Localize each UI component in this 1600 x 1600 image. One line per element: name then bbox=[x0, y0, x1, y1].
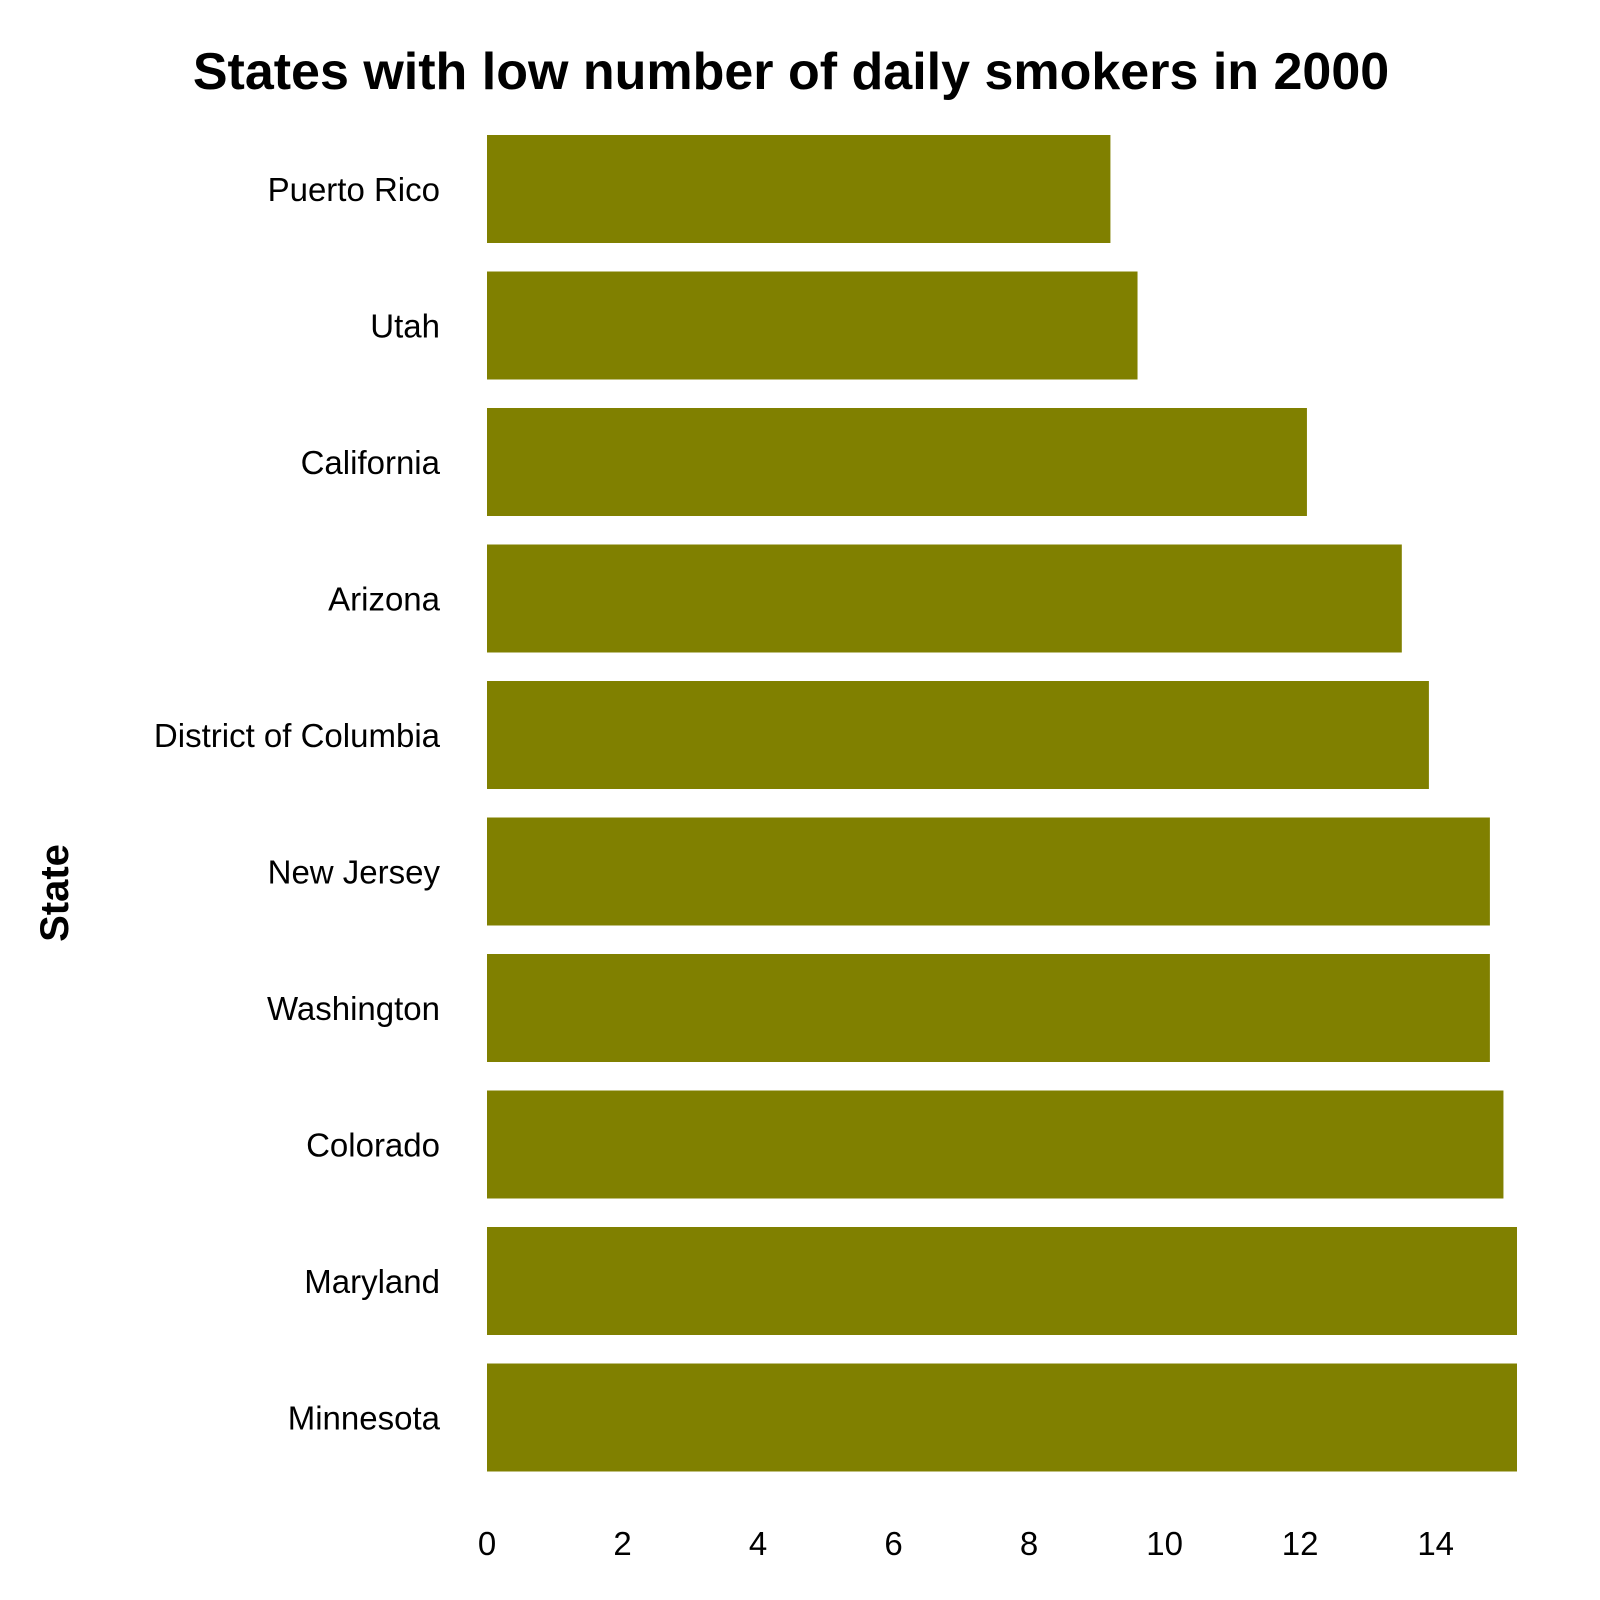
x-tick-label: 12 bbox=[1282, 1525, 1319, 1562]
bar-washington bbox=[487, 954, 1490, 1062]
y-tick-labels: Puerto Rico Utah California Arizona District… bbox=[154, 171, 441, 1437]
bar-minnesota bbox=[487, 1363, 1517, 1472]
y-tick-label: District of Columbia bbox=[154, 717, 441, 754]
y-tick-label: Maryland bbox=[304, 1263, 440, 1300]
y-tick-label: Puerto Rico bbox=[268, 171, 440, 208]
x-tick-label: 0 bbox=[478, 1525, 496, 1562]
bars-group bbox=[487, 135, 1517, 1472]
x-tick-label: 14 bbox=[1417, 1525, 1454, 1562]
y-axis-title: State bbox=[33, 844, 77, 942]
bar-arizona bbox=[487, 544, 1402, 653]
bar-maryland bbox=[487, 1227, 1517, 1335]
x-tick-label: 4 bbox=[749, 1525, 767, 1562]
bar-utah bbox=[487, 271, 1138, 380]
y-tick-label: Washington bbox=[267, 990, 440, 1027]
chart-title: States with low number of daily smokers … bbox=[193, 43, 1389, 101]
x-tick-label: 10 bbox=[1146, 1525, 1183, 1562]
y-tick-label: New Jersey bbox=[268, 854, 441, 891]
x-tick-label: 2 bbox=[613, 1525, 631, 1562]
x-tick-label: 8 bbox=[1020, 1525, 1038, 1562]
y-tick-label: Utah bbox=[370, 308, 440, 345]
y-tick-label: Arizona bbox=[328, 581, 441, 618]
bar-california bbox=[487, 408, 1307, 516]
y-tick-label: Minnesota bbox=[288, 1400, 441, 1437]
bar-district-of-columbia bbox=[487, 681, 1429, 789]
bar-colorado bbox=[487, 1090, 1504, 1199]
y-tick-label: Colorado bbox=[306, 1127, 440, 1164]
x-tick-label: 6 bbox=[884, 1525, 902, 1562]
bar-new-jersey bbox=[487, 817, 1490, 926]
bar-puerto-rico bbox=[487, 135, 1111, 243]
x-tick-labels: 0 2 4 6 8 10 12 14 bbox=[478, 1525, 1454, 1562]
y-tick-label: California bbox=[301, 444, 441, 481]
